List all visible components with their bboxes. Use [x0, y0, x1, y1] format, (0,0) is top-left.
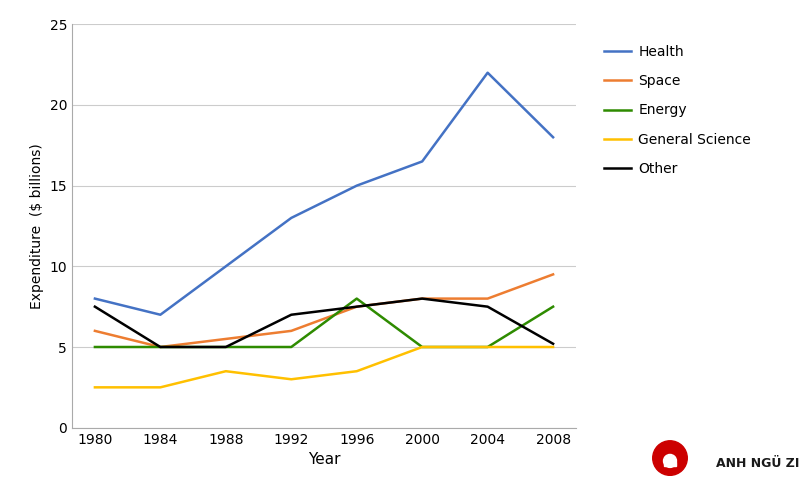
Health	[352, 183, 362, 189]
Health	[221, 263, 230, 269]
Health	[286, 215, 296, 221]
Line: Other: Other	[95, 298, 553, 347]
Line: Health: Health	[95, 73, 553, 315]
Energy	[418, 344, 427, 350]
General Science	[483, 344, 493, 350]
Space	[90, 328, 100, 334]
Bar	[663, 462, 677, 466]
Circle shape	[663, 454, 677, 468]
Energy	[90, 344, 100, 350]
Line: Energy: Energy	[95, 298, 553, 347]
Energy	[286, 344, 296, 350]
Space	[286, 328, 296, 334]
Health	[418, 158, 427, 164]
Other	[90, 304, 100, 310]
Other	[418, 295, 427, 301]
X-axis label: Year: Year	[308, 452, 340, 467]
Space	[155, 344, 165, 350]
General Science	[155, 384, 165, 390]
Energy	[155, 344, 165, 350]
Space	[221, 336, 230, 342]
Space	[352, 304, 362, 310]
Energy	[352, 295, 362, 301]
Energy	[548, 304, 558, 310]
General Science	[418, 344, 427, 350]
General Science	[352, 368, 362, 374]
Other	[221, 344, 230, 350]
General Science	[286, 376, 296, 382]
General Science	[221, 368, 230, 374]
Health	[548, 134, 558, 140]
Other	[286, 312, 296, 318]
Health	[483, 70, 493, 76]
Health	[90, 295, 100, 301]
Energy	[221, 344, 230, 350]
Space	[548, 272, 558, 278]
Space	[483, 295, 493, 301]
Y-axis label: Expenditure  ($ billions): Expenditure ($ billions)	[30, 143, 44, 309]
Energy	[483, 344, 493, 350]
Other	[155, 344, 165, 350]
Health	[155, 312, 165, 318]
Space	[418, 295, 427, 301]
Other	[483, 304, 493, 310]
Other	[548, 341, 558, 347]
General Science	[548, 344, 558, 350]
Text: ANH NGÜ ZIM: ANH NGÜ ZIM	[716, 457, 800, 470]
Circle shape	[653, 441, 687, 475]
Line: Space: Space	[95, 275, 553, 347]
Line: General Science: General Science	[95, 347, 553, 387]
General Science	[90, 384, 100, 390]
Other	[352, 304, 362, 310]
Legend: Health, Space, Energy, General Science, Other: Health, Space, Energy, General Science, …	[598, 39, 757, 182]
